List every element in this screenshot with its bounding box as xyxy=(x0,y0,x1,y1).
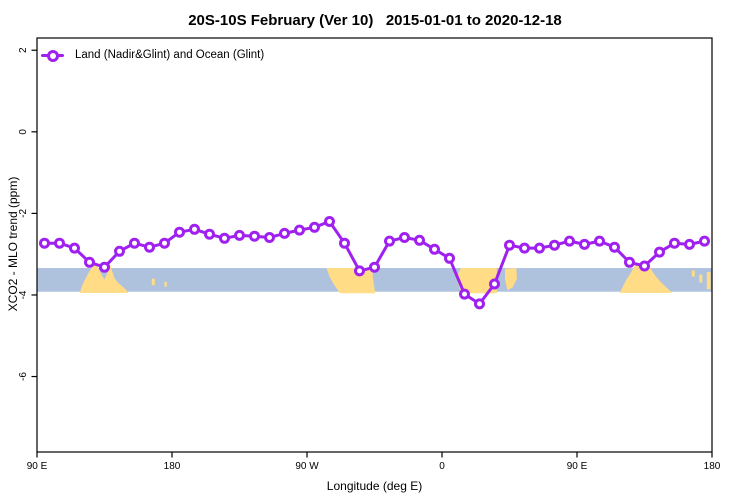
data-point xyxy=(234,229,245,241)
y-axis-title: XCO2 - MLO trend (ppm) xyxy=(6,176,20,312)
data-point xyxy=(474,298,485,310)
data-point xyxy=(534,242,545,254)
ocean-band xyxy=(37,268,712,292)
plot-box xyxy=(36,37,713,453)
data-point xyxy=(339,237,350,249)
data-point xyxy=(579,238,590,250)
data-point xyxy=(264,232,275,243)
data-point xyxy=(204,228,215,240)
data-point xyxy=(189,223,200,235)
data-point xyxy=(549,239,560,251)
chart-title: 20S-10S February (Ver 10) 2015-01-01 to … xyxy=(188,12,562,29)
x-tick-label: 90 E xyxy=(567,461,588,472)
legend: Land (Nadir&Glint) and Ocean (Glint) xyxy=(0,0,750,80)
data-point xyxy=(504,239,515,251)
x-tick-label: 180 xyxy=(704,461,721,472)
data-point xyxy=(519,242,530,254)
land-patch-madagascar xyxy=(505,268,517,291)
data-point xyxy=(429,243,440,255)
y-tick-label: -4 xyxy=(18,290,29,299)
y-tick-label: 0 xyxy=(18,129,29,135)
x-tick-label: 90 W xyxy=(295,461,319,472)
data-point xyxy=(159,237,170,249)
land-patch-africa xyxy=(457,268,497,294)
data-point xyxy=(279,227,290,239)
data-point xyxy=(114,245,125,257)
y-tick-label: -6 xyxy=(18,372,29,381)
data-point xyxy=(69,242,80,254)
data-point xyxy=(219,232,230,244)
land-patch-australia-wrap xyxy=(619,262,673,293)
x-axis-title: Longitude (deg E) xyxy=(326,479,423,493)
data-point xyxy=(399,232,410,243)
data-point xyxy=(384,235,395,247)
data-point xyxy=(39,237,50,249)
data-point xyxy=(249,230,260,242)
y-tick-label: 2 xyxy=(18,47,29,53)
data-point xyxy=(294,224,305,236)
data-point xyxy=(639,260,650,272)
legend-marker-icon xyxy=(47,50,59,62)
data-point xyxy=(564,235,575,247)
data-point xyxy=(669,237,680,249)
data-point xyxy=(624,256,635,268)
data-point xyxy=(84,256,95,268)
data-point xyxy=(309,221,320,233)
land-patch-island-speck-2 xyxy=(699,274,703,283)
land-patch-island-speck-3 xyxy=(706,272,711,290)
x-tick-label: 90 E xyxy=(27,461,48,472)
x-tick-label: 0 xyxy=(439,461,445,472)
data-point xyxy=(354,265,365,277)
data-point xyxy=(174,226,185,238)
data-point xyxy=(654,246,665,258)
x-tick-label: 180 xyxy=(164,461,181,472)
data-point xyxy=(144,241,155,253)
data-point xyxy=(684,238,695,250)
data-point xyxy=(324,216,335,227)
legend-label: Land (Nadir&Glint) and Ocean (Glint) xyxy=(75,49,265,61)
data-point xyxy=(594,235,605,247)
data-point xyxy=(414,234,425,246)
data-point xyxy=(444,252,455,264)
data-point xyxy=(489,278,500,290)
land-patch-australia xyxy=(79,263,129,293)
data-point xyxy=(459,288,470,300)
data-point xyxy=(699,235,710,247)
land-patch-vanuatu-islands xyxy=(151,278,155,286)
data-point xyxy=(99,261,110,273)
data-point xyxy=(609,241,620,253)
data-point xyxy=(54,237,65,249)
y-tick-label: -2 xyxy=(18,209,29,218)
data-point xyxy=(369,261,380,273)
land-patch-island-speck-1 xyxy=(691,270,695,277)
land-patch-fiji-islands xyxy=(164,281,167,287)
data-point xyxy=(129,237,140,249)
